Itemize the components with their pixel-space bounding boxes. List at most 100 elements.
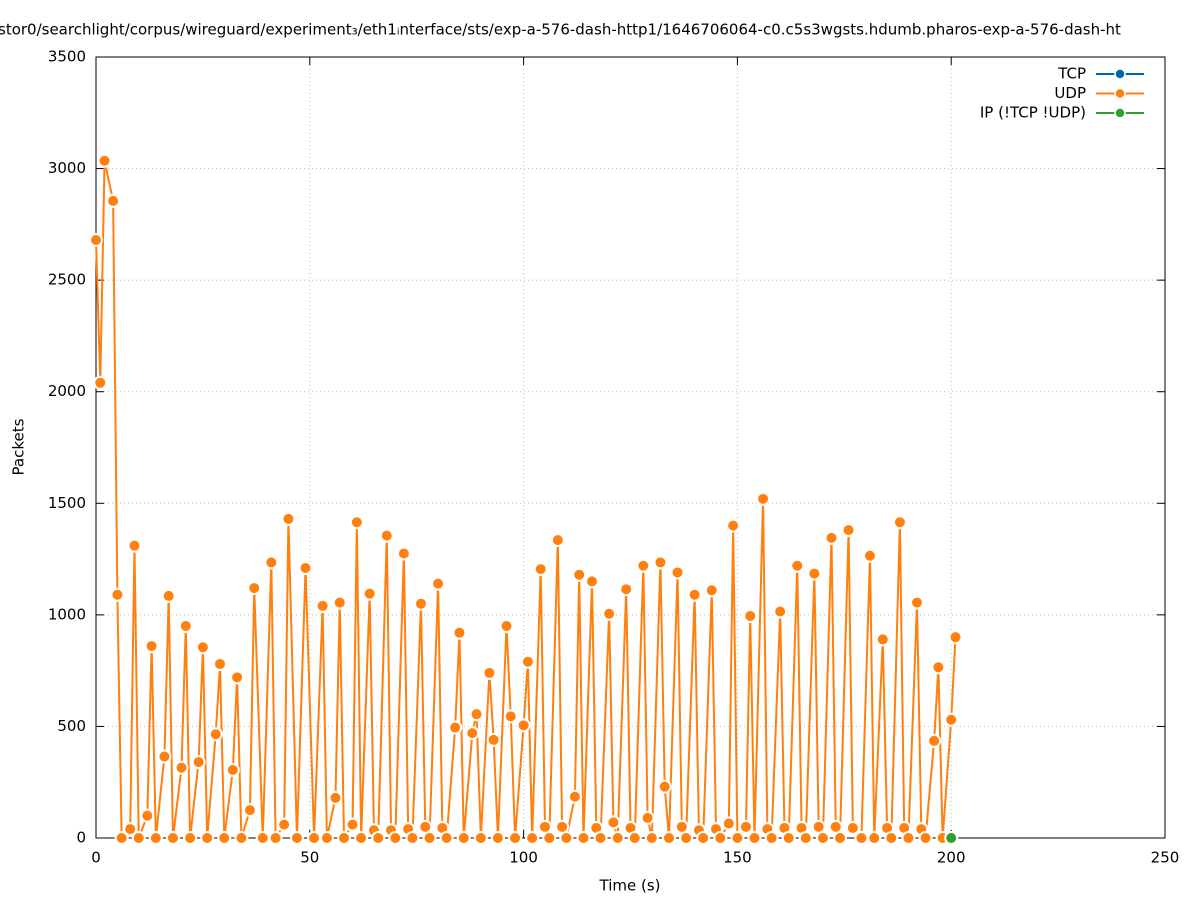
- data-point: [165, 831, 180, 845]
- data-point: [593, 831, 608, 845]
- data-point: [264, 555, 279, 570]
- data-point: [909, 595, 924, 610]
- data-point: [405, 831, 420, 845]
- data-point: [867, 831, 882, 845]
- y-tick-label: 500: [57, 717, 86, 735]
- data-point: [97, 153, 112, 168]
- data-point: [448, 720, 463, 735]
- y-tick-label: 1000: [48, 605, 86, 623]
- data-point: [191, 755, 206, 770]
- data-point: [743, 608, 758, 623]
- data-point: [106, 193, 121, 208]
- data-point: [127, 538, 142, 553]
- data-point: [841, 523, 856, 538]
- data-point: [157, 749, 172, 764]
- data-point: [653, 555, 668, 570]
- data-point: [627, 831, 642, 845]
- chart-title: stor0/searchlight/corpus/wireguard/exper…: [0, 21, 1121, 39]
- data-point: [469, 707, 484, 722]
- data-point: [944, 712, 959, 727]
- data-point: [247, 581, 262, 596]
- data-point: [516, 718, 531, 733]
- y-tick-label: 3500: [48, 48, 86, 66]
- data-point: [550, 533, 565, 548]
- data-point: [726, 518, 741, 533]
- data-point: [798, 831, 813, 845]
- data-point: [687, 587, 702, 602]
- data-point: [764, 831, 779, 845]
- data-point: [230, 670, 245, 685]
- data-point: [520, 654, 535, 669]
- legend-marker: [1114, 107, 1126, 119]
- data-point: [602, 606, 617, 621]
- data-point: [144, 639, 159, 654]
- data-point: [790, 558, 805, 573]
- data-point: [131, 831, 146, 845]
- data-point: [354, 831, 369, 845]
- y-tick-label: 0: [76, 829, 86, 847]
- data-point: [944, 831, 959, 845]
- data-point: [486, 732, 501, 747]
- data-point: [807, 566, 822, 581]
- data-point: [465, 726, 480, 741]
- data-point: [948, 630, 963, 645]
- data-point: [576, 831, 591, 845]
- data-point: [657, 779, 672, 794]
- data-point: [730, 831, 745, 845]
- data-point: [661, 831, 676, 845]
- data-point: [756, 491, 771, 506]
- x-tick-label: 150: [723, 849, 752, 867]
- data-point: [315, 598, 330, 613]
- data-point: [337, 831, 352, 845]
- data-point: [110, 587, 125, 602]
- data-point: [884, 831, 899, 845]
- data-point: [931, 660, 946, 675]
- data-point: [208, 727, 223, 742]
- data-point: [456, 831, 471, 845]
- legend-label: IP (!TCP !UDP): [980, 104, 1086, 122]
- y-tick-label: 1500: [48, 494, 86, 512]
- legend-label: UDP: [1054, 84, 1086, 102]
- data-point: [610, 831, 625, 845]
- data-point: [901, 831, 916, 845]
- data-point: [289, 831, 304, 845]
- data-point: [452, 625, 467, 640]
- data-point: [307, 831, 322, 845]
- data-point: [345, 817, 360, 832]
- data-point: [332, 595, 347, 610]
- x-tick-label: 250: [1151, 849, 1180, 867]
- data-point: [371, 831, 386, 845]
- data-point: [174, 760, 189, 775]
- data-point: [644, 831, 659, 845]
- data-point: [845, 820, 860, 835]
- data-point: [713, 831, 728, 845]
- data-point: [225, 762, 240, 777]
- data-point: [473, 831, 488, 845]
- data-point: [738, 819, 753, 834]
- data-point: [319, 831, 334, 845]
- legend-label: TCP: [1057, 65, 1086, 83]
- data-point: [918, 831, 933, 845]
- data-point: [525, 831, 540, 845]
- data-point: [567, 789, 582, 804]
- data-point: [721, 816, 736, 831]
- data-point: [892, 515, 907, 530]
- data-point: [298, 560, 313, 575]
- data-point: [679, 831, 694, 845]
- x-tick-label: 200: [937, 849, 966, 867]
- data-point: [379, 528, 394, 543]
- data-point: [636, 558, 651, 573]
- data-point: [773, 604, 788, 619]
- y-tick-label: 3000: [48, 159, 86, 177]
- data-point: [388, 831, 403, 845]
- data-point: [195, 640, 210, 655]
- data-point: [875, 632, 890, 647]
- data-point: [93, 375, 108, 390]
- data-point: [178, 619, 193, 634]
- data-point: [255, 831, 270, 845]
- data-point: [781, 831, 796, 845]
- legend-marker: [1114, 68, 1126, 80]
- data-point: [815, 831, 830, 845]
